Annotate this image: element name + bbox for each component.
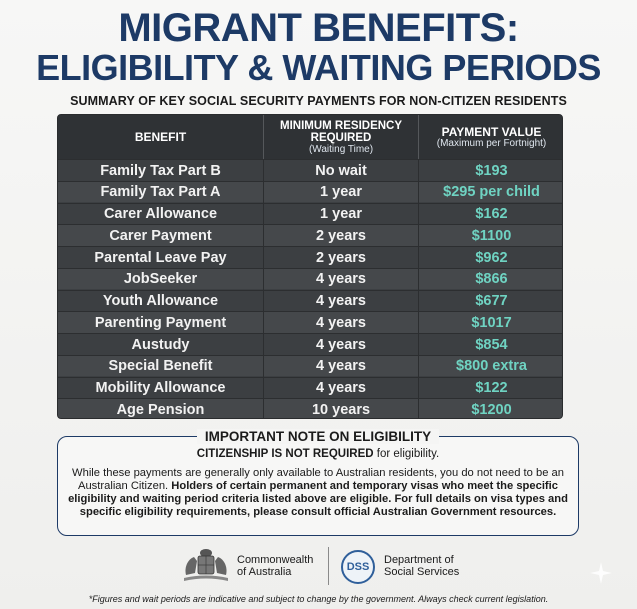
table-row: Family Tax Part A 1 year $295 per child bbox=[58, 180, 562, 203]
waiting-period-cell: 2 years bbox=[263, 225, 419, 247]
table-row: Carer Allowance 1 year $162 bbox=[58, 202, 562, 225]
payment-value-cell: $295 per child bbox=[443, 184, 540, 201]
page-title-line1: MIGRANT BENEFITS: bbox=[118, 6, 519, 50]
column-header-benefit: BENEFIT bbox=[134, 130, 187, 144]
benefit-cell: Austudy bbox=[131, 336, 190, 353]
waiting-period-cell: 1 year bbox=[263, 203, 419, 225]
benefit-cell: Family Tax Part A bbox=[100, 184, 221, 201]
table-row: Parenting Payment 4 years $1017 bbox=[58, 311, 562, 334]
payment-value-cell: $800 extra bbox=[456, 358, 527, 375]
waiting-period-cell: 4 years bbox=[263, 377, 419, 399]
payment-value-cell: $162 bbox=[475, 206, 508, 222]
table-row: Parental Leave Pay 2 years $962 bbox=[58, 246, 562, 268]
footer-logos: Commonwealth of Australia DSS Department… bbox=[180, 545, 480, 587]
payment-value-cell: $854 bbox=[475, 336, 508, 353]
waiting-period-cell: 4 years bbox=[263, 312, 419, 334]
commonwealth-label: Commonwealth of Australia bbox=[237, 554, 314, 578]
payment-value-cell: $1017 bbox=[471, 314, 512, 331]
benefit-cell: Parental Leave Pay bbox=[94, 249, 227, 266]
table-row: Carer Payment 2 years $1100 bbox=[58, 224, 562, 247]
waiting-period-cell: 10 years bbox=[263, 399, 419, 418]
page-title-line2: ELIGIBILITY & WAITING PERIODS bbox=[36, 47, 601, 88]
benefit-cell: Parenting Payment bbox=[94, 314, 227, 331]
waiting-period-cell: 4 years bbox=[263, 334, 419, 355]
payment-value-cell: $1200 bbox=[471, 401, 512, 418]
note-body-text: While these payments are generally only … bbox=[68, 467, 568, 518]
payment-value-cell: $677 bbox=[475, 293, 508, 309]
waiting-period-cell: 4 years bbox=[263, 290, 419, 312]
page-subtitle: SUMMARY OF KEY SOCIAL SECURITY PAYMENTS … bbox=[70, 94, 567, 108]
waiting-period-cell: 1 year bbox=[263, 181, 419, 203]
table-row: Mobility Allowance 4 years $122 bbox=[58, 376, 562, 399]
dss-logo-icon: DSS bbox=[341, 550, 375, 584]
sparkle-icon bbox=[590, 562, 612, 584]
disclaimer: *Figures and wait periods are indicative… bbox=[88, 594, 549, 604]
column-header-payment: PAYMENT VALUE (Maximum per Fortnight) bbox=[436, 124, 547, 149]
column-header-residency: MINIMUM RESIDENCY REQUIRED (Waiting Time… bbox=[263, 115, 419, 159]
benefits-table: BENEFIT MINIMUM RESIDENCY REQUIRED (Wait… bbox=[57, 114, 563, 419]
benefit-cell: Special Benefit bbox=[108, 358, 213, 375]
table-row: Family Tax Part B No wait $193 bbox=[58, 159, 562, 181]
table-row: JobSeeker 4 years $866 bbox=[58, 267, 562, 290]
benefit-cell: Carer Payment bbox=[109, 227, 212, 244]
benefit-cell: Age Pension bbox=[116, 401, 205, 418]
note-heading: IMPORTANT NOTE ON ELIGIBILITY bbox=[58, 428, 578, 446]
table-row: Special Benefit 4 years $800 extra bbox=[58, 354, 562, 377]
waiting-period-cell: 2 years bbox=[263, 247, 419, 268]
dss-label: Department of Social Services bbox=[384, 554, 460, 578]
benefit-cell: Mobility Allowance bbox=[95, 380, 226, 396]
table-row: Age Pension 10 years $1200 bbox=[58, 398, 562, 418]
payment-value-cell: $866 bbox=[475, 271, 508, 288]
payment-value-cell: $962 bbox=[475, 249, 508, 266]
payment-value-cell: $1100 bbox=[471, 227, 512, 244]
table-header: BENEFIT MINIMUM RESIDENCY REQUIRED (Wait… bbox=[58, 115, 562, 159]
benefit-cell: Family Tax Part B bbox=[100, 162, 221, 179]
benefit-cell: Carer Allowance bbox=[103, 206, 218, 222]
coat-of-arms-icon bbox=[184, 549, 228, 581]
payment-value-cell: $193 bbox=[475, 162, 508, 179]
waiting-period-cell: 4 years bbox=[263, 268, 419, 290]
benefit-cell: JobSeeker bbox=[123, 271, 198, 288]
note-citizenship-line: CITIZENSHIP IS NOT REQUIRED for eligibil… bbox=[196, 448, 440, 460]
waiting-period-cell: No wait bbox=[263, 160, 419, 181]
table-row: Austudy 4 years $854 bbox=[58, 333, 562, 355]
waiting-period-cell: 4 years bbox=[263, 355, 419, 377]
payment-value-cell: $122 bbox=[475, 380, 508, 396]
eligibility-note-box: IMPORTANT NOTE ON ELIGIBILITY CITIZENSHI… bbox=[57, 429, 579, 536]
logo-divider bbox=[328, 547, 329, 585]
table-row: Youth Allowance 4 years $677 bbox=[58, 289, 562, 312]
benefit-cell: Youth Allowance bbox=[102, 293, 219, 309]
